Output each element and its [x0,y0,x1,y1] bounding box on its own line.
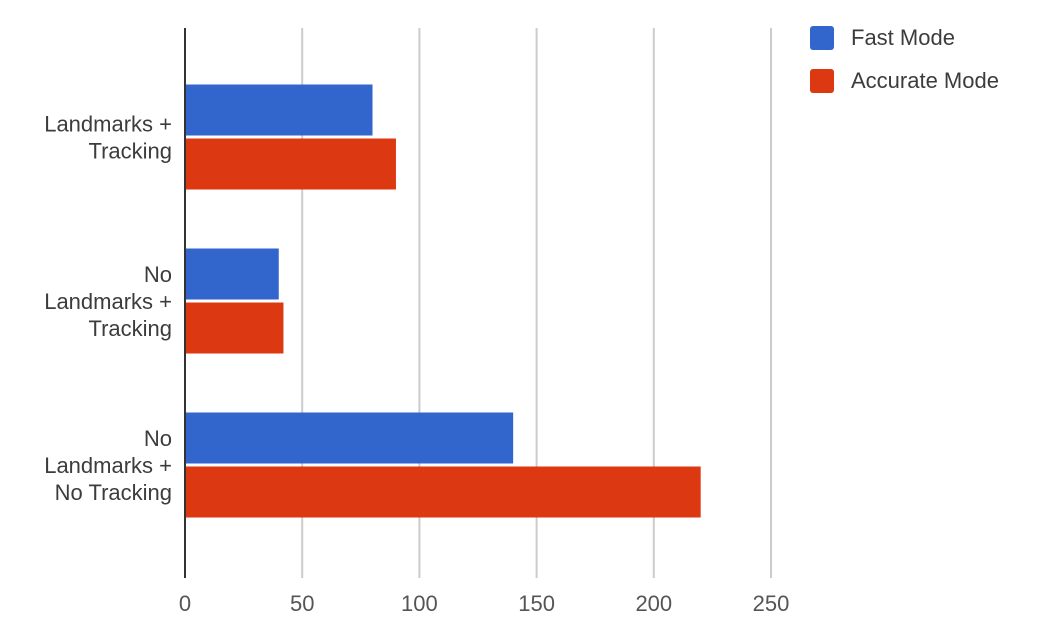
bar-fast-mode-cat-3 [185,412,514,464]
category-label-2-line-2: Landmarks + [44,289,172,314]
bar-fast-mode-cat-2 [185,248,279,300]
legend-item-accurate-mode: Accurate Mode [810,65,999,97]
legend-item-fast-mode: Fast Mode [810,22,999,54]
x-tick-label-200: 200 [635,591,672,616]
category-label-3-line-2: Landmarks + [44,453,172,478]
category-label-1-line-1: Landmarks + [44,112,172,137]
category-label-2-line-3: Tracking [88,316,172,341]
bar-accurate-mode-cat-1 [185,138,396,190]
x-tick-label-250: 250 [753,591,790,616]
x-tick-label-150: 150 [518,591,555,616]
bar-fast-mode-cat-1 [185,84,373,136]
bars [185,84,701,518]
x-tick-label-0: 0 [179,591,191,616]
category-label-1-line-2: Tracking [88,139,172,164]
category-label-3-line-1: No [144,426,172,451]
x-tick-label-100: 100 [401,591,438,616]
bar-accurate-mode-cat-2 [185,302,284,354]
legend-label-fast-mode: Fast Mode [851,25,955,50]
legend-swatch-fast-mode [810,26,834,50]
legend: Fast Mode Accurate Mode [810,22,999,108]
category-label-3-line-3: No Tracking [55,480,172,505]
legend-label-accurate-mode: Accurate Mode [851,68,999,93]
category-label-2-line-1: No [144,262,172,287]
bar-accurate-mode-cat-3 [185,466,701,518]
legend-swatch-accurate-mode [810,69,834,93]
x-tick-label-50: 50 [290,591,314,616]
